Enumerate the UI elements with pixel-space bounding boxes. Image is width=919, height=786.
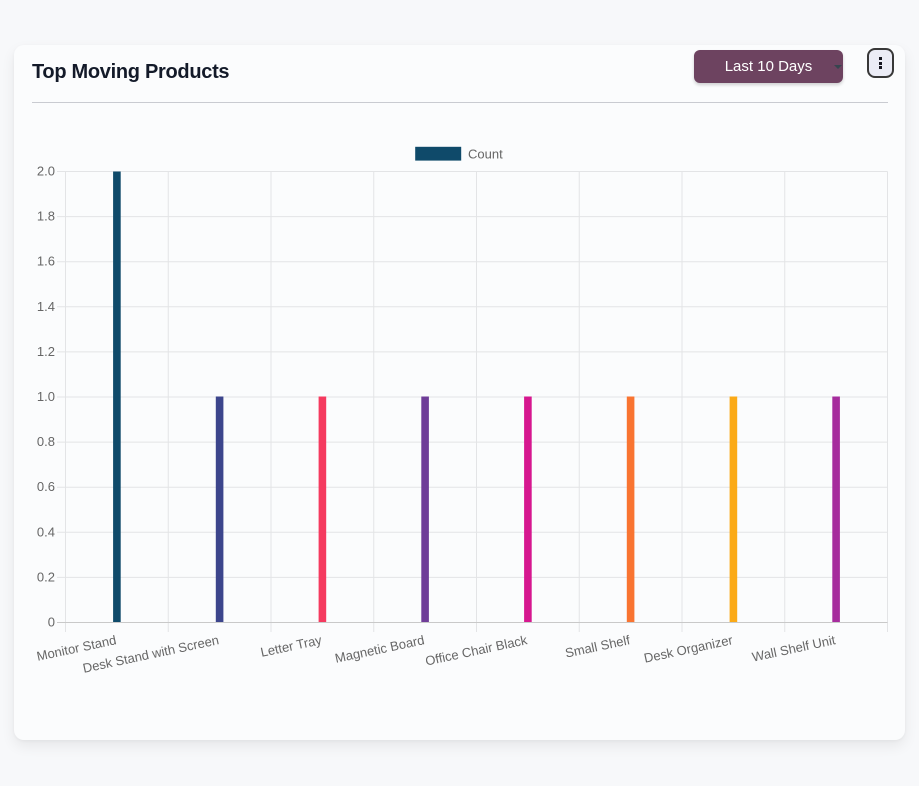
svg-text:1.0: 1.0 (37, 389, 55, 404)
svg-text:1.8: 1.8 (37, 209, 55, 224)
svg-text:Wall Shelf Unit: Wall Shelf Unit (751, 632, 837, 664)
svg-text:1.2: 1.2 (37, 344, 55, 359)
svg-text:Office Chair Black: Office Chair Black (424, 632, 529, 668)
svg-text:Desk Organizer: Desk Organizer (643, 632, 735, 666)
svg-text:0.2: 0.2 (37, 569, 55, 584)
svg-text:Letter Tray: Letter Tray (259, 632, 323, 660)
svg-text:0: 0 (48, 615, 55, 630)
svg-text:Count: Count (468, 147, 503, 162)
svg-text:1.4: 1.4 (37, 299, 55, 314)
svg-text:0.8: 0.8 (37, 434, 55, 449)
svg-text:2.0: 2.0 (37, 164, 55, 179)
svg-text:Magnetic Board: Magnetic Board (334, 632, 426, 666)
svg-text:0.4: 0.4 (37, 524, 55, 539)
svg-text:0.6: 0.6 (37, 479, 55, 494)
svg-text:1.6: 1.6 (37, 254, 55, 269)
svg-text:Small Shelf: Small Shelf (564, 632, 632, 660)
